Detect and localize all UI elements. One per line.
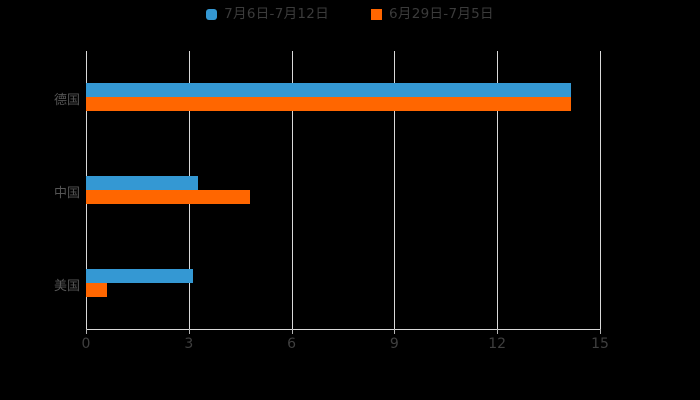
legend-marker-icon-series-2 [371,9,382,21]
chart-legend: 7月6日-7月12日 6月29日-7月5日 [0,6,700,22]
gridline-6 [291,51,293,329]
x-tick-label-6: 6 [287,336,297,352]
bar-中国-series-2[interactable] [86,190,251,204]
x-tick-mark-12 [497,329,499,334]
y-category-label-中国: 中国 [53,186,80,201]
plot-area [86,51,601,329]
y-category-label-德国: 德国 [53,93,80,109]
gridline-15 [600,51,601,329]
bar-德国-series-2[interactable] [86,97,571,112]
legend-label-series-1: 7月6日-7月12日 [224,6,329,22]
x-tick-label-0: 0 [81,336,91,352]
x-tick-label-12: 12 [488,336,507,352]
x-tick-label-15: 15 [591,336,609,352]
x-axis-line [86,329,600,330]
gridline-9 [394,51,396,329]
bar-中国-series-1[interactable] [86,176,199,190]
legend-item-series-1[interactable]: 7月6日-7月12日 [206,6,329,22]
x-tick-mark-9 [394,329,396,334]
x-tick-mark-0 [86,329,87,334]
x-tick-mark-6 [291,329,293,334]
legend-item-series-2[interactable]: 6月29日-7月5日 [371,6,494,22]
x-tick-mark-3 [188,329,190,334]
bar-美国-series-1[interactable] [86,268,193,283]
legend-marker-icon-series-1 [206,9,218,21]
x-tick-mark-15 [600,329,601,334]
bar-美国-series-2[interactable] [86,282,108,297]
gridline-12 [497,51,499,329]
x-tick-label-3: 3 [184,336,194,352]
legend-label-series-2: 6月29日-7月5日 [389,6,494,22]
x-tick-label-9: 9 [389,336,399,352]
y-category-label-美国: 美国 [53,278,80,294]
bar-德国-series-1[interactable] [86,83,571,98]
